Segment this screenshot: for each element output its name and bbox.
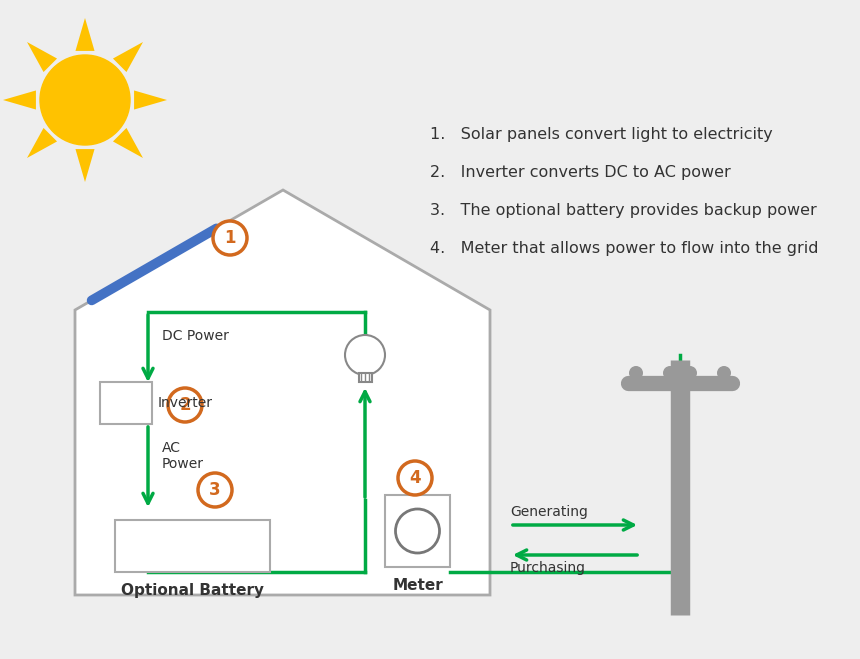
Polygon shape: [113, 42, 143, 72]
Circle shape: [345, 335, 385, 375]
Polygon shape: [134, 90, 167, 109]
Circle shape: [683, 366, 697, 380]
Text: 3: 3: [209, 481, 221, 499]
Circle shape: [40, 55, 130, 145]
Text: Generating: Generating: [510, 505, 588, 519]
Polygon shape: [27, 42, 57, 72]
Text: Purchasing: Purchasing: [510, 561, 586, 575]
Circle shape: [168, 388, 202, 422]
Text: Optional Battery: Optional Battery: [121, 583, 264, 598]
Text: DC Power: DC Power: [162, 329, 229, 343]
Polygon shape: [76, 149, 95, 182]
Text: Meter: Meter: [392, 577, 443, 592]
Text: 1.   Solar panels convert light to electricity: 1. Solar panels convert light to electri…: [430, 127, 773, 142]
Circle shape: [198, 473, 232, 507]
Text: 1: 1: [224, 229, 236, 247]
Bar: [385, 495, 450, 567]
Polygon shape: [76, 18, 95, 51]
Text: Power: Power: [162, 457, 204, 471]
Text: 2: 2: [179, 396, 191, 414]
Circle shape: [717, 366, 731, 380]
Text: 4.   Meter that allows power to flow into the grid: 4. Meter that allows power to flow into …: [430, 241, 819, 256]
Polygon shape: [3, 90, 36, 109]
Circle shape: [398, 461, 432, 495]
Text: AC: AC: [162, 441, 181, 455]
Text: 4: 4: [409, 469, 421, 487]
Polygon shape: [27, 128, 57, 158]
Bar: [100, 382, 152, 424]
Circle shape: [663, 366, 677, 380]
Bar: [115, 520, 270, 572]
Text: 2.   Inverter converts DC to AC power: 2. Inverter converts DC to AC power: [430, 165, 731, 181]
Circle shape: [213, 221, 247, 255]
Text: Inverter: Inverter: [158, 396, 213, 410]
Polygon shape: [75, 190, 490, 595]
Polygon shape: [113, 128, 143, 158]
Circle shape: [629, 366, 643, 380]
Text: 3.   The optional battery provides backup power: 3. The optional battery provides backup …: [430, 204, 817, 219]
Bar: [359, 373, 372, 382]
Circle shape: [396, 509, 439, 553]
